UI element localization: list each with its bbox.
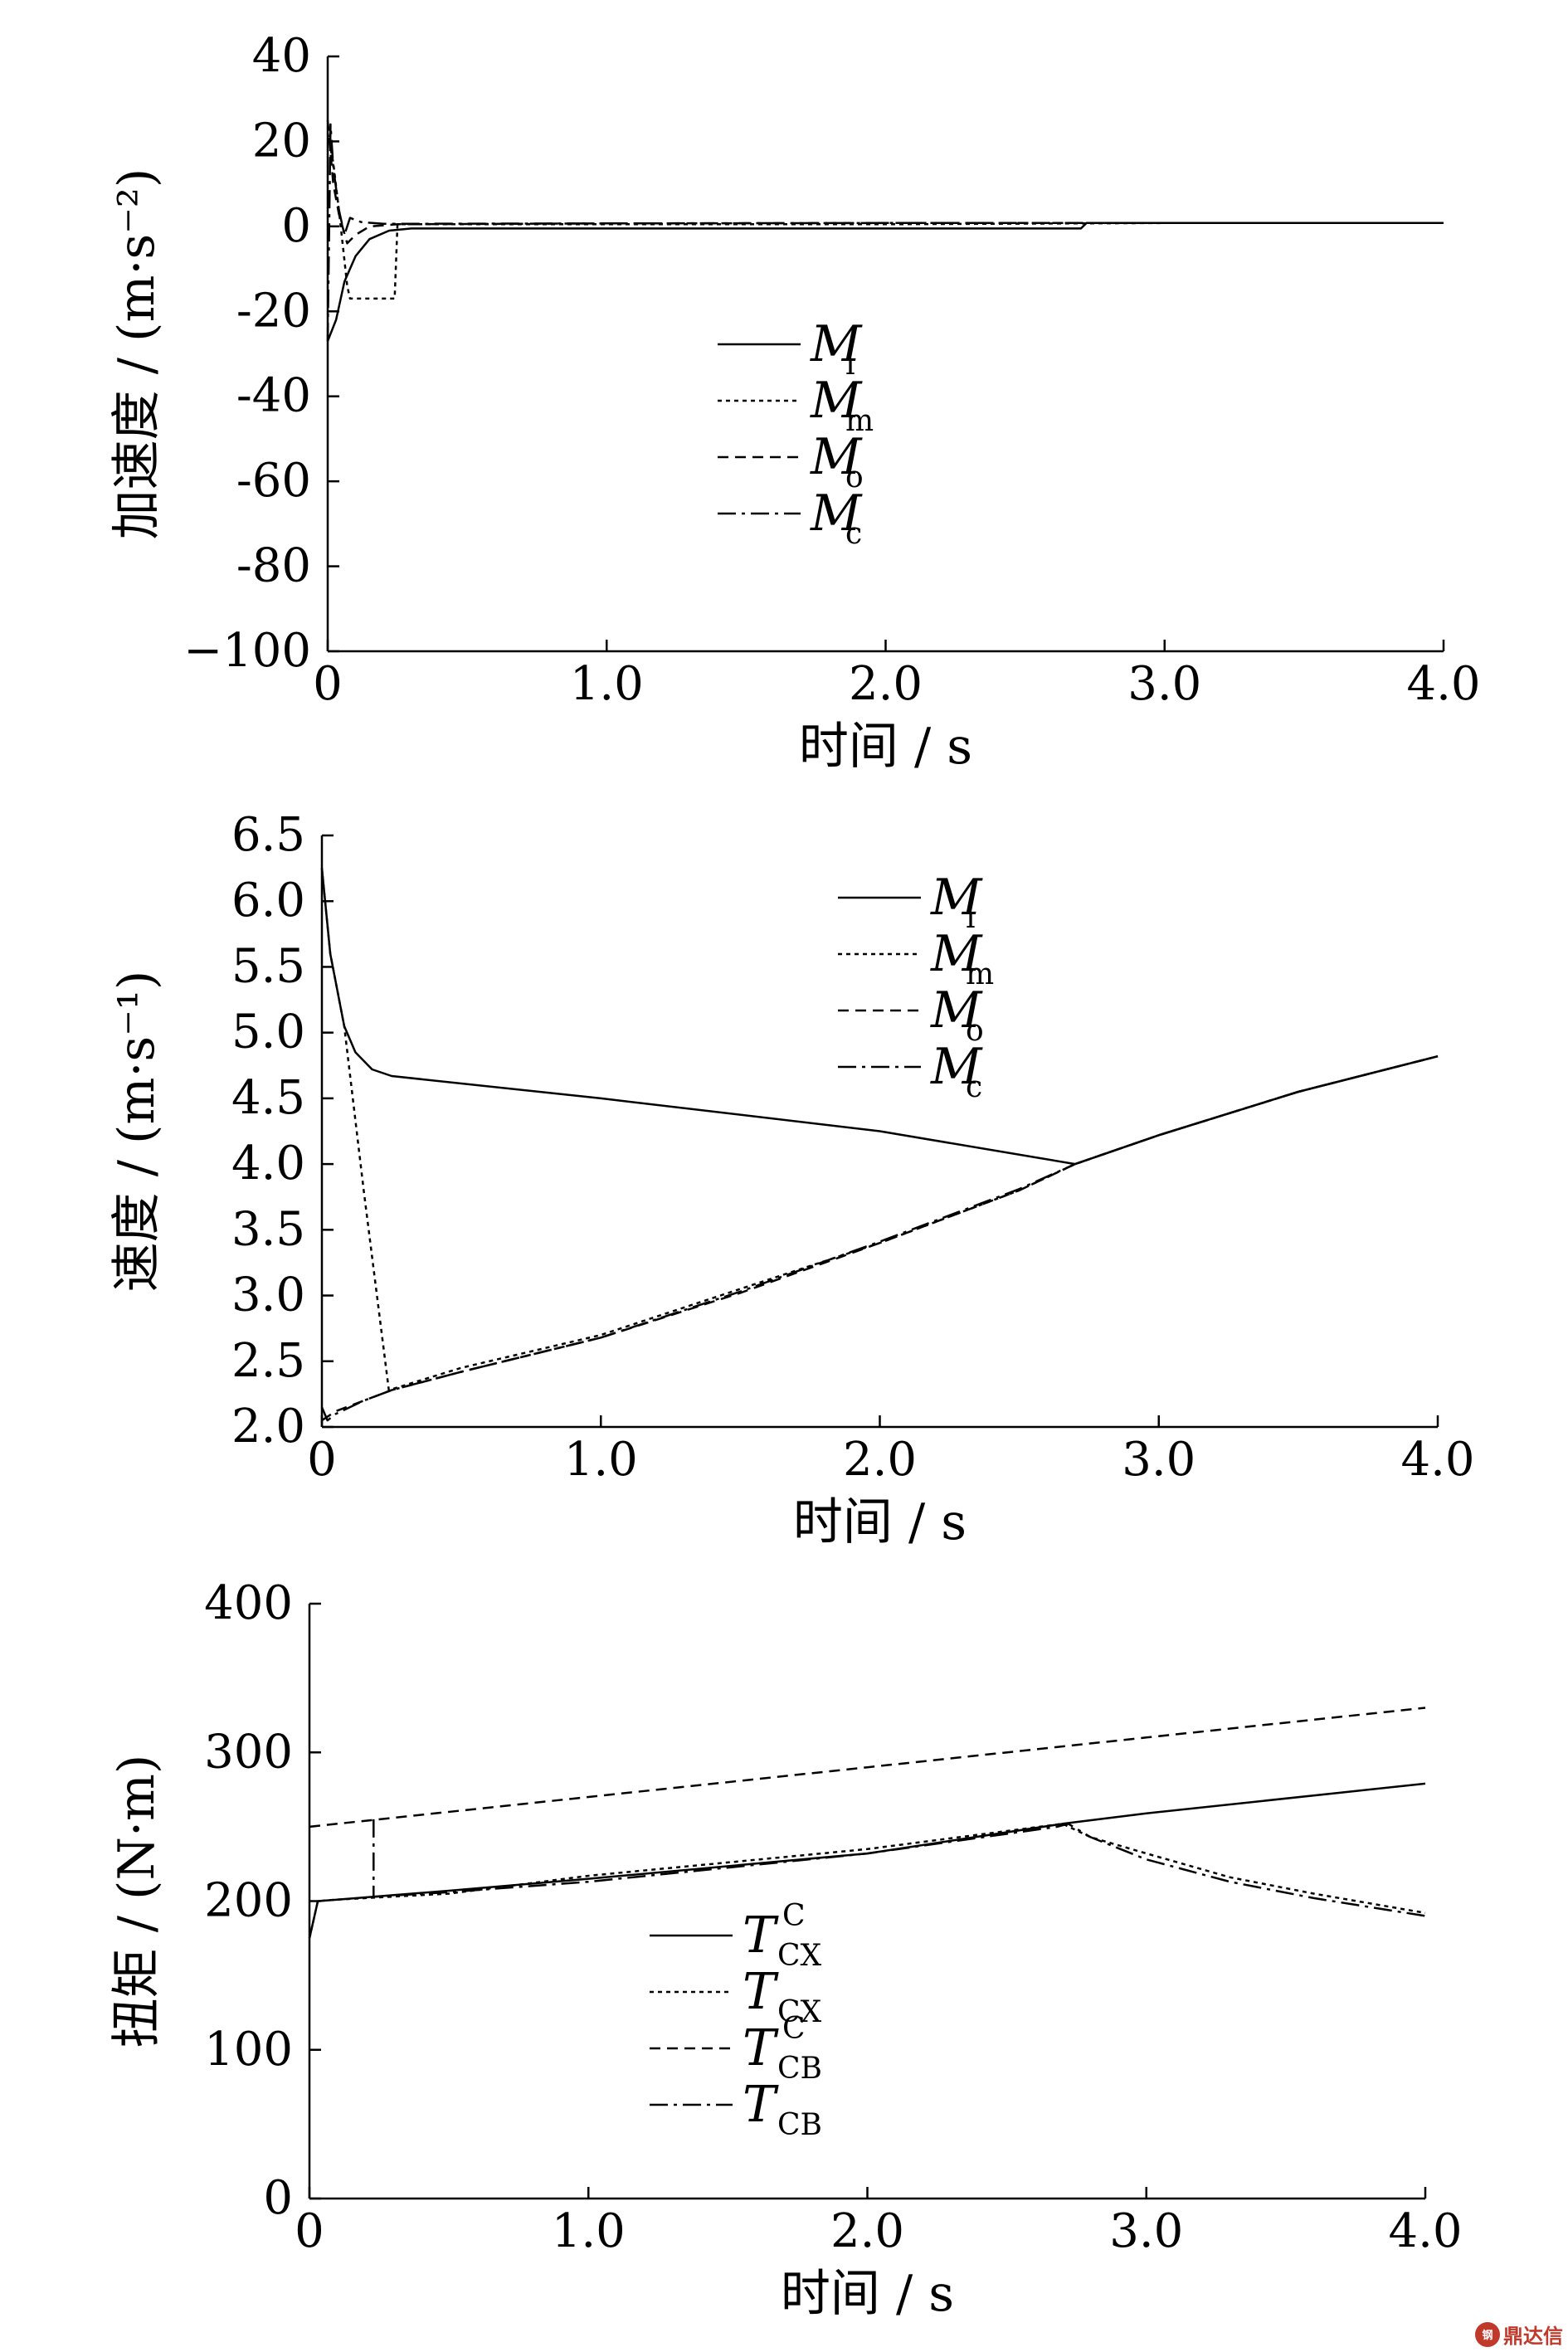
legend-entry-subscript: CB <box>777 2108 822 2142</box>
y-tick-label: −100 <box>183 624 311 678</box>
y-tick-label: 300 <box>204 1725 293 1779</box>
x-tick-label: 3.0 <box>1127 657 1201 711</box>
legend-entry-superscript: C <box>782 1899 806 1933</box>
y-tick-label: 5.0 <box>231 1006 305 1059</box>
chart-acceleration: 0 1.0 2.0 3.0 4.0 −100 -80 -60 -40 -20 0 20 40 时间 / s… <box>108 29 1481 776</box>
x-tick-label: 2.0 <box>843 1433 917 1487</box>
series-line-mi <box>326 222 1444 342</box>
y-tick-label: 6.0 <box>231 874 305 928</box>
x-tick-label: 4.0 <box>1406 657 1480 711</box>
chart-velocity: 0 1.0 2.0 3.0 4.0 2.0 2.5 3.0 3.5 4.0 4.5 5.0 5.5 6.0… <box>108 808 1475 1551</box>
y-axis-label: 加速度 / (m·s⁻²) <box>108 168 166 540</box>
y-tick-label: 5.5 <box>231 939 305 993</box>
y-tick-label: 6.5 <box>231 808 305 862</box>
watermark: 钢 鼎达信 <box>1475 2320 1563 2349</box>
y-tick-label: 2.5 <box>231 1334 305 1388</box>
series-line-mc <box>326 123 1444 342</box>
legend-entry-subscript: c <box>966 1070 982 1104</box>
x-tick-label: 2.0 <box>830 2204 904 2258</box>
legend-entry: T <box>743 2076 779 2134</box>
series-line-tcb <box>373 1819 1426 1917</box>
x-tick-label: 1.0 <box>552 2204 626 2258</box>
x-tick-label: 0 <box>307 1433 337 1487</box>
legend-entry: M <box>810 372 863 430</box>
y-tick-label: 100 <box>204 2023 293 2077</box>
y-tick-label: 4.5 <box>231 1071 305 1125</box>
legend-entry: T <box>743 1906 779 1965</box>
series-line-mc <box>320 1054 1439 1422</box>
y-tick-label: 400 <box>204 1576 293 1630</box>
x-tick-label: 3.0 <box>1122 1433 1195 1487</box>
series-line-tcbc <box>309 1707 1426 1829</box>
y-tick-label: 200 <box>204 1874 293 1928</box>
legend-entry: M <box>930 981 983 1040</box>
legend-entry: M <box>930 925 983 983</box>
y-tick-label: -20 <box>236 284 311 338</box>
legend-entry: M <box>930 869 983 927</box>
series-line-mm <box>320 868 1439 1391</box>
watermark-text: 鼎达信 <box>1503 2325 1563 2348</box>
x-axis-label: 时间 / s <box>793 1493 967 1551</box>
x-tick-label: 0 <box>313 657 343 711</box>
legend-entry: T <box>743 2019 779 2077</box>
series-line-tcx <box>308 1823 1426 1939</box>
series-line-mm <box>326 132 1444 300</box>
y-tick-label: -40 <box>236 369 311 423</box>
y-axis-label: 扭矩 / (N·m) <box>108 1755 166 2048</box>
y-tick-label: 2.0 <box>231 1400 305 1454</box>
y-tick-label: 20 <box>252 114 311 168</box>
x-tick-label: 4.0 <box>1400 1433 1474 1487</box>
legend-entry: M <box>810 485 863 543</box>
x-axis-label: 时间 / s <box>781 2265 954 2323</box>
legend-entry: M <box>930 1038 983 1096</box>
x-tick-label: 1.0 <box>570 657 644 711</box>
watermark-logo-icon: 钢 <box>1475 2321 1500 2347</box>
legend-entry-subscript: c <box>845 517 862 551</box>
x-axis-label: 时间 / s <box>799 718 972 776</box>
x-tick-label: 4.0 <box>1388 2204 1462 2258</box>
legend-entry: M <box>810 315 863 373</box>
legend-entry-subscript: CX <box>777 1939 822 1973</box>
legend-entry-subscript: CB <box>777 2052 822 2086</box>
legend-entry-subscript: m <box>845 404 874 438</box>
legend-entry-subscript: CX <box>777 1995 822 2029</box>
y-tick-label: 0 <box>263 2171 293 2225</box>
y-tick-label: 3.0 <box>231 1269 305 1322</box>
y-axis-label: 速度 / (m·s⁻¹) <box>108 971 166 1293</box>
chart-torque: 0 1.0 2.0 3.0 4.0 0 100 200 300 400 时间 / s 扭矩 / (N·… <box>108 1576 1463 2323</box>
y-tick-label: 3.5 <box>231 1202 305 1256</box>
x-tick-label: 1.0 <box>564 1433 638 1487</box>
legend-entry: T <box>743 1963 779 2021</box>
legend-entry-subscript: o <box>966 1014 984 1048</box>
series-line-mo <box>321 1054 1439 1422</box>
y-tick-label: -80 <box>236 539 311 593</box>
series-line-tcxc <box>308 1782 1426 1939</box>
x-tick-label: 3.0 <box>1109 2204 1183 2258</box>
y-tick-label: 0 <box>281 199 311 253</box>
legend-entry-subscript: i <box>966 901 976 935</box>
series-line-mi <box>320 868 1439 1166</box>
x-tick-label: 0 <box>295 2204 324 2258</box>
legend-entry-subscript: i <box>845 348 855 382</box>
legend-entry-subscript: m <box>966 957 994 991</box>
y-tick-label: 4.0 <box>231 1137 305 1191</box>
legend-entry: M <box>810 428 863 486</box>
y-tick-label: 40 <box>252 29 311 83</box>
legend-entry-subscript: o <box>845 460 864 494</box>
y-tick-label: -60 <box>236 454 311 508</box>
legend-entry-superscript: C <box>782 2012 806 2046</box>
x-tick-label: 2.0 <box>849 657 923 711</box>
